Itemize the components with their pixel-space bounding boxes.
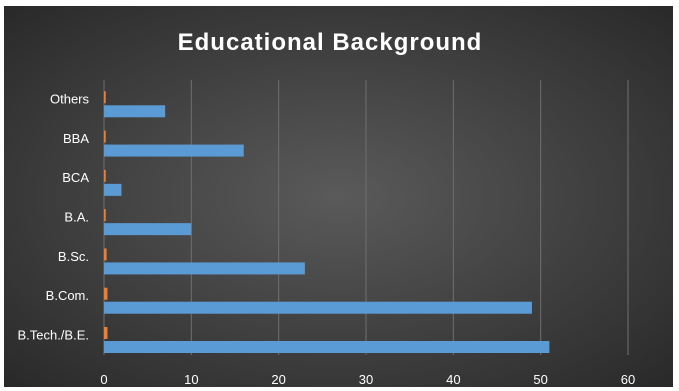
bar-secondary-4 <box>104 169 106 182</box>
x-tick-label: 60 <box>621 372 635 387</box>
chart-title: Educational Background <box>178 29 483 56</box>
bar-1 <box>104 301 532 314</box>
x-tick-label: 50 <box>533 372 547 387</box>
bar-secondary-1 <box>104 287 108 300</box>
y-tick-label: BBA <box>63 131 89 146</box>
bar-secondary-3 <box>104 209 106 222</box>
bar-5 <box>104 144 244 157</box>
x-tick-label: 40 <box>446 372 460 387</box>
y-tick-label: BCA <box>62 170 89 185</box>
chart-background <box>4 6 673 387</box>
y-tick-label: B.A. <box>64 210 89 225</box>
y-tick-label: B.Sc. <box>58 249 89 264</box>
bar-6 <box>104 105 166 118</box>
x-tick-label: 10 <box>184 372 198 387</box>
x-tick-label: 20 <box>271 372 285 387</box>
bar-4 <box>104 183 122 196</box>
bar-2 <box>104 262 305 275</box>
bar-secondary-2 <box>104 248 107 261</box>
bar-0 <box>104 341 550 353</box>
bar-secondary-5 <box>104 130 106 143</box>
y-tick-label: B.Tech./B.E. <box>17 327 89 342</box>
bar-secondary-6 <box>104 91 106 104</box>
x-tick-label: 30 <box>359 372 373 387</box>
bar-secondary-0 <box>104 327 108 339</box>
x-tick-label: 0 <box>100 372 107 387</box>
y-tick-label: Others <box>50 92 90 107</box>
bar-3 <box>104 223 192 236</box>
y-tick-label: B.Com. <box>46 288 89 303</box>
